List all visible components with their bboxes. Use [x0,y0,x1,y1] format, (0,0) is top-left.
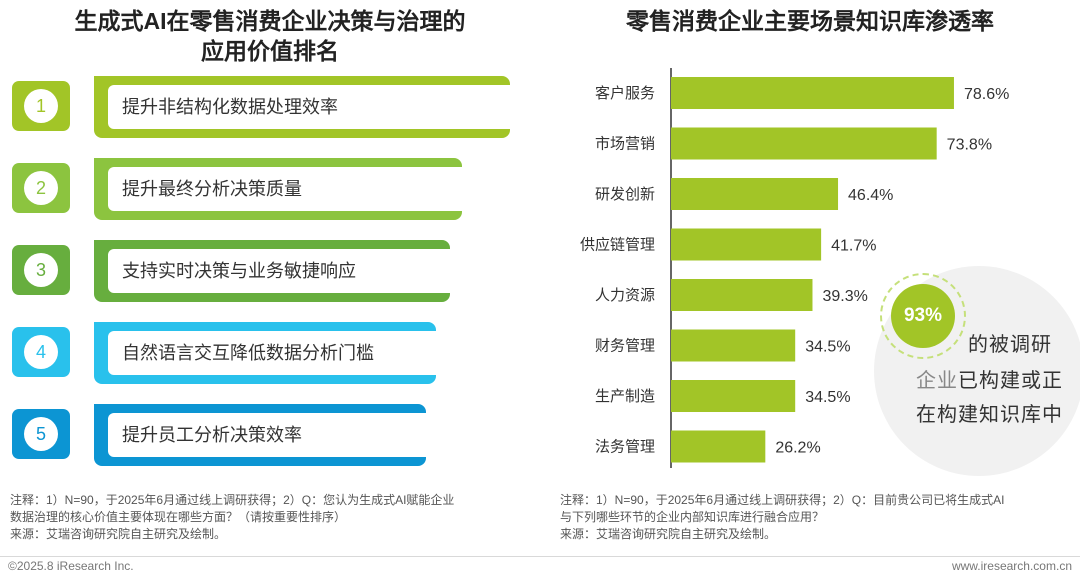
rank-label-box: 提升最终分析决策质量 [108,167,462,211]
rank-label-box: 提升员工分析决策效率 [108,413,426,457]
left-note-source: 来源：艾瑞咨询研究院自主研究及绘制。 [10,527,227,541]
value-label: 41.7% [831,238,876,255]
left-title-line2: 应用价值排名 [201,38,339,64]
rank-badge: 2 [12,163,70,213]
category-label: 客户服务 [595,85,655,102]
footer-website: www.iresearch.com.cn [951,559,1072,573]
right-note: 注释：1）N=90，于2025年6月通过线上调研获得；2）Q：目前贵公司已将生成… [560,492,1060,543]
callout-line2: 企业已构建或正 [916,364,1063,393]
bar-5 [671,279,813,311]
rank-badge: 1 [12,81,70,131]
rank-label: 支持实时决策与业务敏捷响应 [122,261,356,281]
right-note-source: 来源：艾瑞咨询研究院自主研究及绘制。 [560,527,777,541]
bar-2 [671,127,937,160]
rank-number: 3 [24,253,58,287]
rank-badge: 5 [12,409,70,459]
category-label: 供应链管理 [580,236,655,254]
rank-item-3: 3 支持实时决策与业务敏捷响应 [10,240,520,302]
footer-divider [0,556,1080,557]
rank-number: 4 [24,335,58,369]
rank-bar: 支持实时决策与业务敏捷响应 [94,240,450,302]
rank-item-4: 4 自然语言交互降低数据分析门槛 [10,322,520,384]
value-label: 34.5% [805,339,850,356]
rank-number: 2 [24,171,58,205]
rank-badge: 3 [12,245,70,295]
value-label: 34.5% [805,389,850,406]
value-label: 73.8% [947,137,992,154]
bar-7 [671,380,796,412]
rank-number: 1 [24,89,58,123]
callout-dashed-ring [880,273,966,359]
category-label: 法务管理 [595,439,655,456]
footer-copyright: ©2025.8 iResearch Inc. [8,559,134,573]
callout-percentage: 93% [891,284,955,348]
left-note: 注释：1）N=90，于2025年6月通过线上调研获得；2）Q：您认为生成式AI赋… [10,492,510,543]
rank-bar: 提升最终分析决策质量 [94,158,462,220]
rank-item-1: 1 提升非结构化数据处理效率 [10,76,520,138]
rank-bar: 提升员工分析决策效率 [94,404,426,466]
bar-4 [671,228,822,261]
value-label: 26.2% [775,440,820,457]
category-label: 人力资源 [595,287,655,304]
left-title-line1: 生成式AI在零售消费企业决策与治理的 [74,8,466,34]
callout-line2-part2: 已构建或正 [958,370,1063,392]
rank-item-5: 5 提升员工分析决策效率 [10,404,520,466]
rank-label: 提升员工分析决策效率 [122,425,302,445]
bar-1 [671,77,954,109]
left-chart-title: 生成式AI在零售消费企业决策与治理的 应用价值排名 [20,6,520,66]
category-label: 财务管理 [595,338,655,355]
callout-line1: 的被调研 [968,334,1052,356]
rank-label: 提升最终分析决策质量 [122,179,302,199]
right-chart-title: 零售消费企业主要场景知识库渗透率 [626,8,994,34]
category-label: 市场营销 [595,136,655,153]
callout-line2-part1: 企业 [916,370,958,392]
value-label: 46.4% [848,187,893,204]
category-label: 研发创新 [595,186,655,203]
category-label: 生产制造 [595,388,655,405]
value-label: 78.6% [964,86,1009,103]
rank-badge: 4 [12,327,70,377]
rank-label-box: 支持实时决策与业务敏捷响应 [108,249,450,293]
left-note-line2: 数据治理的核心价值主要体现在哪些方面？（请按重要性排序） [10,510,347,524]
bar-8 [671,430,766,463]
right-note-line1: 注释：1）N=90，于2025年6月通过线上调研获得；2）Q：目前贵公司已将生成… [560,493,1005,507]
rank-label: 提升非结构化数据处理效率 [122,97,338,117]
rank-label-box: 提升非结构化数据处理效率 [108,85,510,129]
rank-bar: 自然语言交互降低数据分析门槛 [94,322,436,384]
penetration-bar-chart: 客户服务 78.6% 市场营销 73.8% 研发创新 46.4% 供应链管理 41.7% 人力资… [580,68,1009,468]
value-label: 39.3% [822,288,867,305]
rank-number: 5 [24,417,58,451]
rank-label-box: 自然语言交互降低数据分析门槛 [108,331,436,375]
rank-label: 自然语言交互降低数据分析门槛 [122,343,374,363]
rank-item-2: 2 提升最终分析决策质量 [10,158,520,220]
bar-6 [671,329,796,362]
left-note-line1: 注释：1）N=90，于2025年6月通过线上调研获得；2）Q：您认为生成式AI赋… [10,493,455,507]
callout-line3: 在构建知识库中 [916,404,1063,426]
right-note-line2: 与下列哪些环节的企业内部知识库进行融合应用？ [560,510,825,524]
bar-3 [671,178,839,210]
rank-bar: 提升非结构化数据处理效率 [94,76,510,138]
